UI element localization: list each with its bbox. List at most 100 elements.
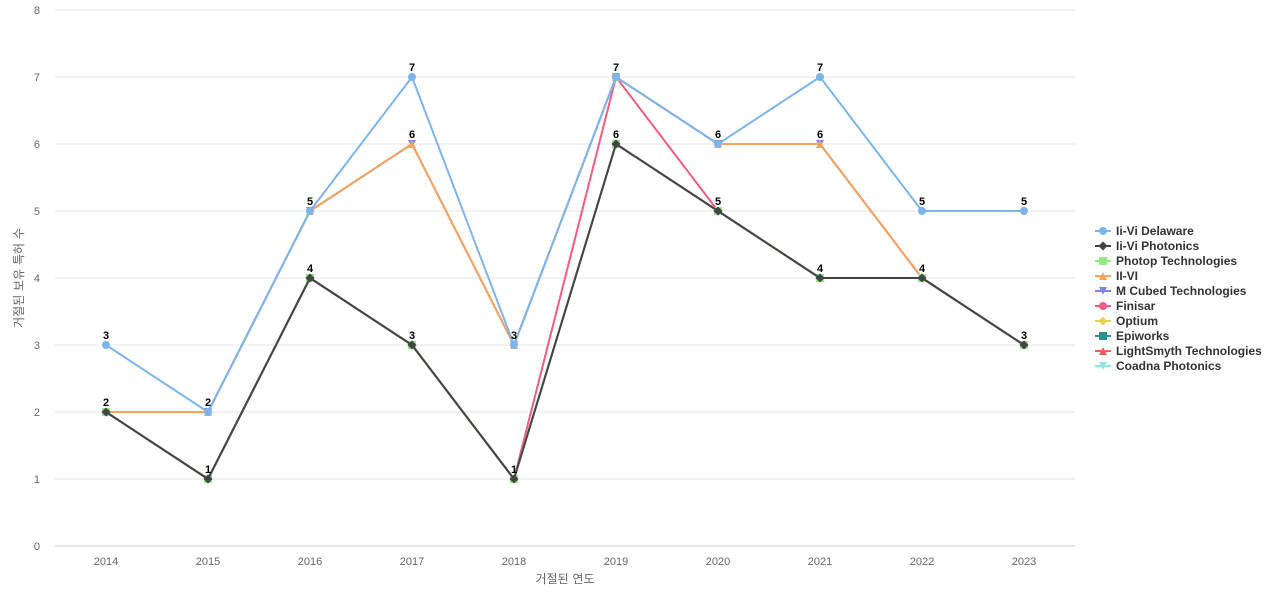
- data-label: 3: [103, 330, 109, 342]
- data-point: [918, 207, 926, 215]
- series-lines: [101, 73, 1029, 484]
- data-label: 4: [307, 263, 314, 275]
- x-axis: 2014 2015 2016 2017 2018 2019 2020 2021 2022 2023: [94, 556, 1036, 568]
- legend-marker: [1099, 257, 1107, 265]
- legend-item[interactable]: Finisar: [1095, 299, 1156, 313]
- x-tick-label: 2015: [196, 556, 220, 568]
- data-point: [306, 207, 314, 215]
- data-point: [816, 140, 824, 148]
- data-label: 6: [715, 129, 721, 141]
- data-point: [713, 206, 723, 216]
- data-point: [407, 340, 417, 350]
- y-axis: 0 1 2 3 4 5 6 7 8: [34, 5, 40, 553]
- legend-marker: [1098, 316, 1108, 326]
- legend-label: Coadna Photonics: [1116, 359, 1222, 373]
- data-point: [101, 407, 111, 417]
- data-point: [408, 140, 416, 148]
- data-label: 4: [919, 263, 926, 275]
- x-tick-label: 2021: [808, 556, 832, 568]
- legend-item[interactable]: Photop Technologies: [1095, 254, 1237, 268]
- y-tick-label: 3: [34, 340, 40, 352]
- legend-label: Photop Technologies: [1116, 254, 1237, 268]
- legend-label: Finisar: [1116, 299, 1156, 313]
- x-tick-label: 2018: [502, 556, 526, 568]
- x-tick-label: 2017: [400, 556, 424, 568]
- x-tick-label: 2023: [1012, 556, 1036, 568]
- data-point: [203, 474, 213, 484]
- data-label: 7: [817, 62, 823, 74]
- legend-item[interactable]: Ii-Vi Photonics: [1095, 239, 1199, 253]
- data-point: [815, 273, 825, 283]
- series-m-cubed-technologies: [102, 73, 1028, 416]
- data-label: 5: [919, 196, 925, 208]
- y-tick-label: 8: [34, 5, 40, 17]
- legend-marker: [1099, 272, 1107, 280]
- data-point: [917, 273, 927, 283]
- y-axis-title: 거절된 보유 특허 수: [12, 228, 26, 328]
- legend-marker: [1099, 287, 1107, 295]
- data-point: [305, 273, 315, 283]
- legend-item[interactable]: Epiworks: [1095, 329, 1170, 343]
- legend-marker: [1098, 241, 1108, 251]
- data-point: [204, 408, 212, 416]
- legend-item[interactable]: Ii-Vi Delaware: [1095, 224, 1194, 238]
- data-label: 6: [613, 129, 619, 141]
- series-line: [105, 76, 1025, 413]
- y-tick-label: 6: [34, 139, 40, 151]
- series-ii-vi: [102, 73, 1028, 416]
- legend-label: LightSmyth Technologies: [1116, 344, 1262, 358]
- x-tick-label: 2014: [94, 556, 118, 568]
- series-ii-vi-photonics: [101, 139, 1029, 484]
- y-tick-label: 7: [34, 72, 40, 84]
- y-tick-label: 5: [34, 206, 40, 218]
- data-label: 6: [409, 129, 415, 141]
- legend-label: Epiworks: [1116, 329, 1170, 343]
- x-tick-label: 2022: [910, 556, 934, 568]
- data-label: 7: [613, 62, 619, 74]
- x-tick-label: 2020: [706, 556, 730, 568]
- data-label: 3: [511, 330, 517, 342]
- legend-label: II-VI: [1116, 269, 1138, 283]
- data-point: [510, 341, 518, 349]
- x-axis-title: 거절된 연도: [535, 572, 594, 586]
- series-line: [105, 76, 1025, 413]
- x-tick-label: 2019: [604, 556, 628, 568]
- data-label: 5: [715, 196, 721, 208]
- series-ii-vi-delaware: [102, 73, 1028, 416]
- data-label: 7: [409, 62, 415, 74]
- data-label: 2: [205, 397, 211, 409]
- data-point: [612, 73, 620, 81]
- legend-label: Ii-Vi Delaware: [1116, 224, 1194, 238]
- legend-item[interactable]: M Cubed Technologies: [1095, 284, 1247, 298]
- y-tick-label: 1: [34, 474, 40, 486]
- data-point: [102, 341, 110, 349]
- legend-label: Ii-Vi Photonics: [1116, 239, 1199, 253]
- data-point: [611, 139, 621, 149]
- legend-label: M Cubed Technologies: [1116, 284, 1247, 298]
- legend-marker: [1099, 347, 1107, 355]
- legend-item[interactable]: Coadna Photonics: [1095, 359, 1222, 373]
- legend-marker: [1099, 302, 1107, 310]
- data-point: [1020, 207, 1028, 215]
- y-tick-label: 2: [34, 407, 40, 419]
- legend-item[interactable]: LightSmyth Technologies: [1095, 344, 1262, 358]
- legend-label: Optium: [1116, 314, 1158, 328]
- y-tick-label: 0: [34, 541, 40, 553]
- data-point: [509, 474, 519, 484]
- data-label: 6: [817, 129, 823, 141]
- legend-marker: [1099, 227, 1107, 235]
- y-tick-label: 4: [34, 273, 40, 285]
- data-label: 3: [409, 330, 415, 342]
- data-label: 1: [205, 464, 211, 476]
- data-point: [1019, 340, 1029, 350]
- data-point: [714, 140, 722, 148]
- legend-item[interactable]: Optium: [1095, 314, 1158, 328]
- legend-item[interactable]: II-VI: [1095, 269, 1138, 283]
- data-label: 5: [1021, 196, 1027, 208]
- series-line: [105, 76, 1025, 413]
- data-label: 5: [307, 196, 313, 208]
- x-tick-label: 2016: [298, 556, 322, 568]
